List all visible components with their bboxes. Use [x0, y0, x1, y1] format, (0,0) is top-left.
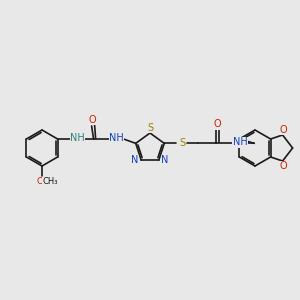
- Text: O: O: [89, 115, 96, 125]
- Text: S: S: [179, 138, 185, 148]
- Text: NH: NH: [233, 137, 248, 147]
- Text: N: N: [161, 155, 169, 165]
- Text: O: O: [214, 119, 221, 129]
- Text: NH: NH: [70, 133, 85, 143]
- Text: CH₃: CH₃: [42, 178, 58, 187]
- Text: NH: NH: [109, 133, 124, 143]
- Text: O: O: [280, 161, 287, 171]
- Text: N: N: [131, 155, 139, 165]
- Text: O: O: [37, 178, 44, 187]
- Text: S: S: [147, 123, 153, 133]
- Text: O: O: [280, 125, 287, 135]
